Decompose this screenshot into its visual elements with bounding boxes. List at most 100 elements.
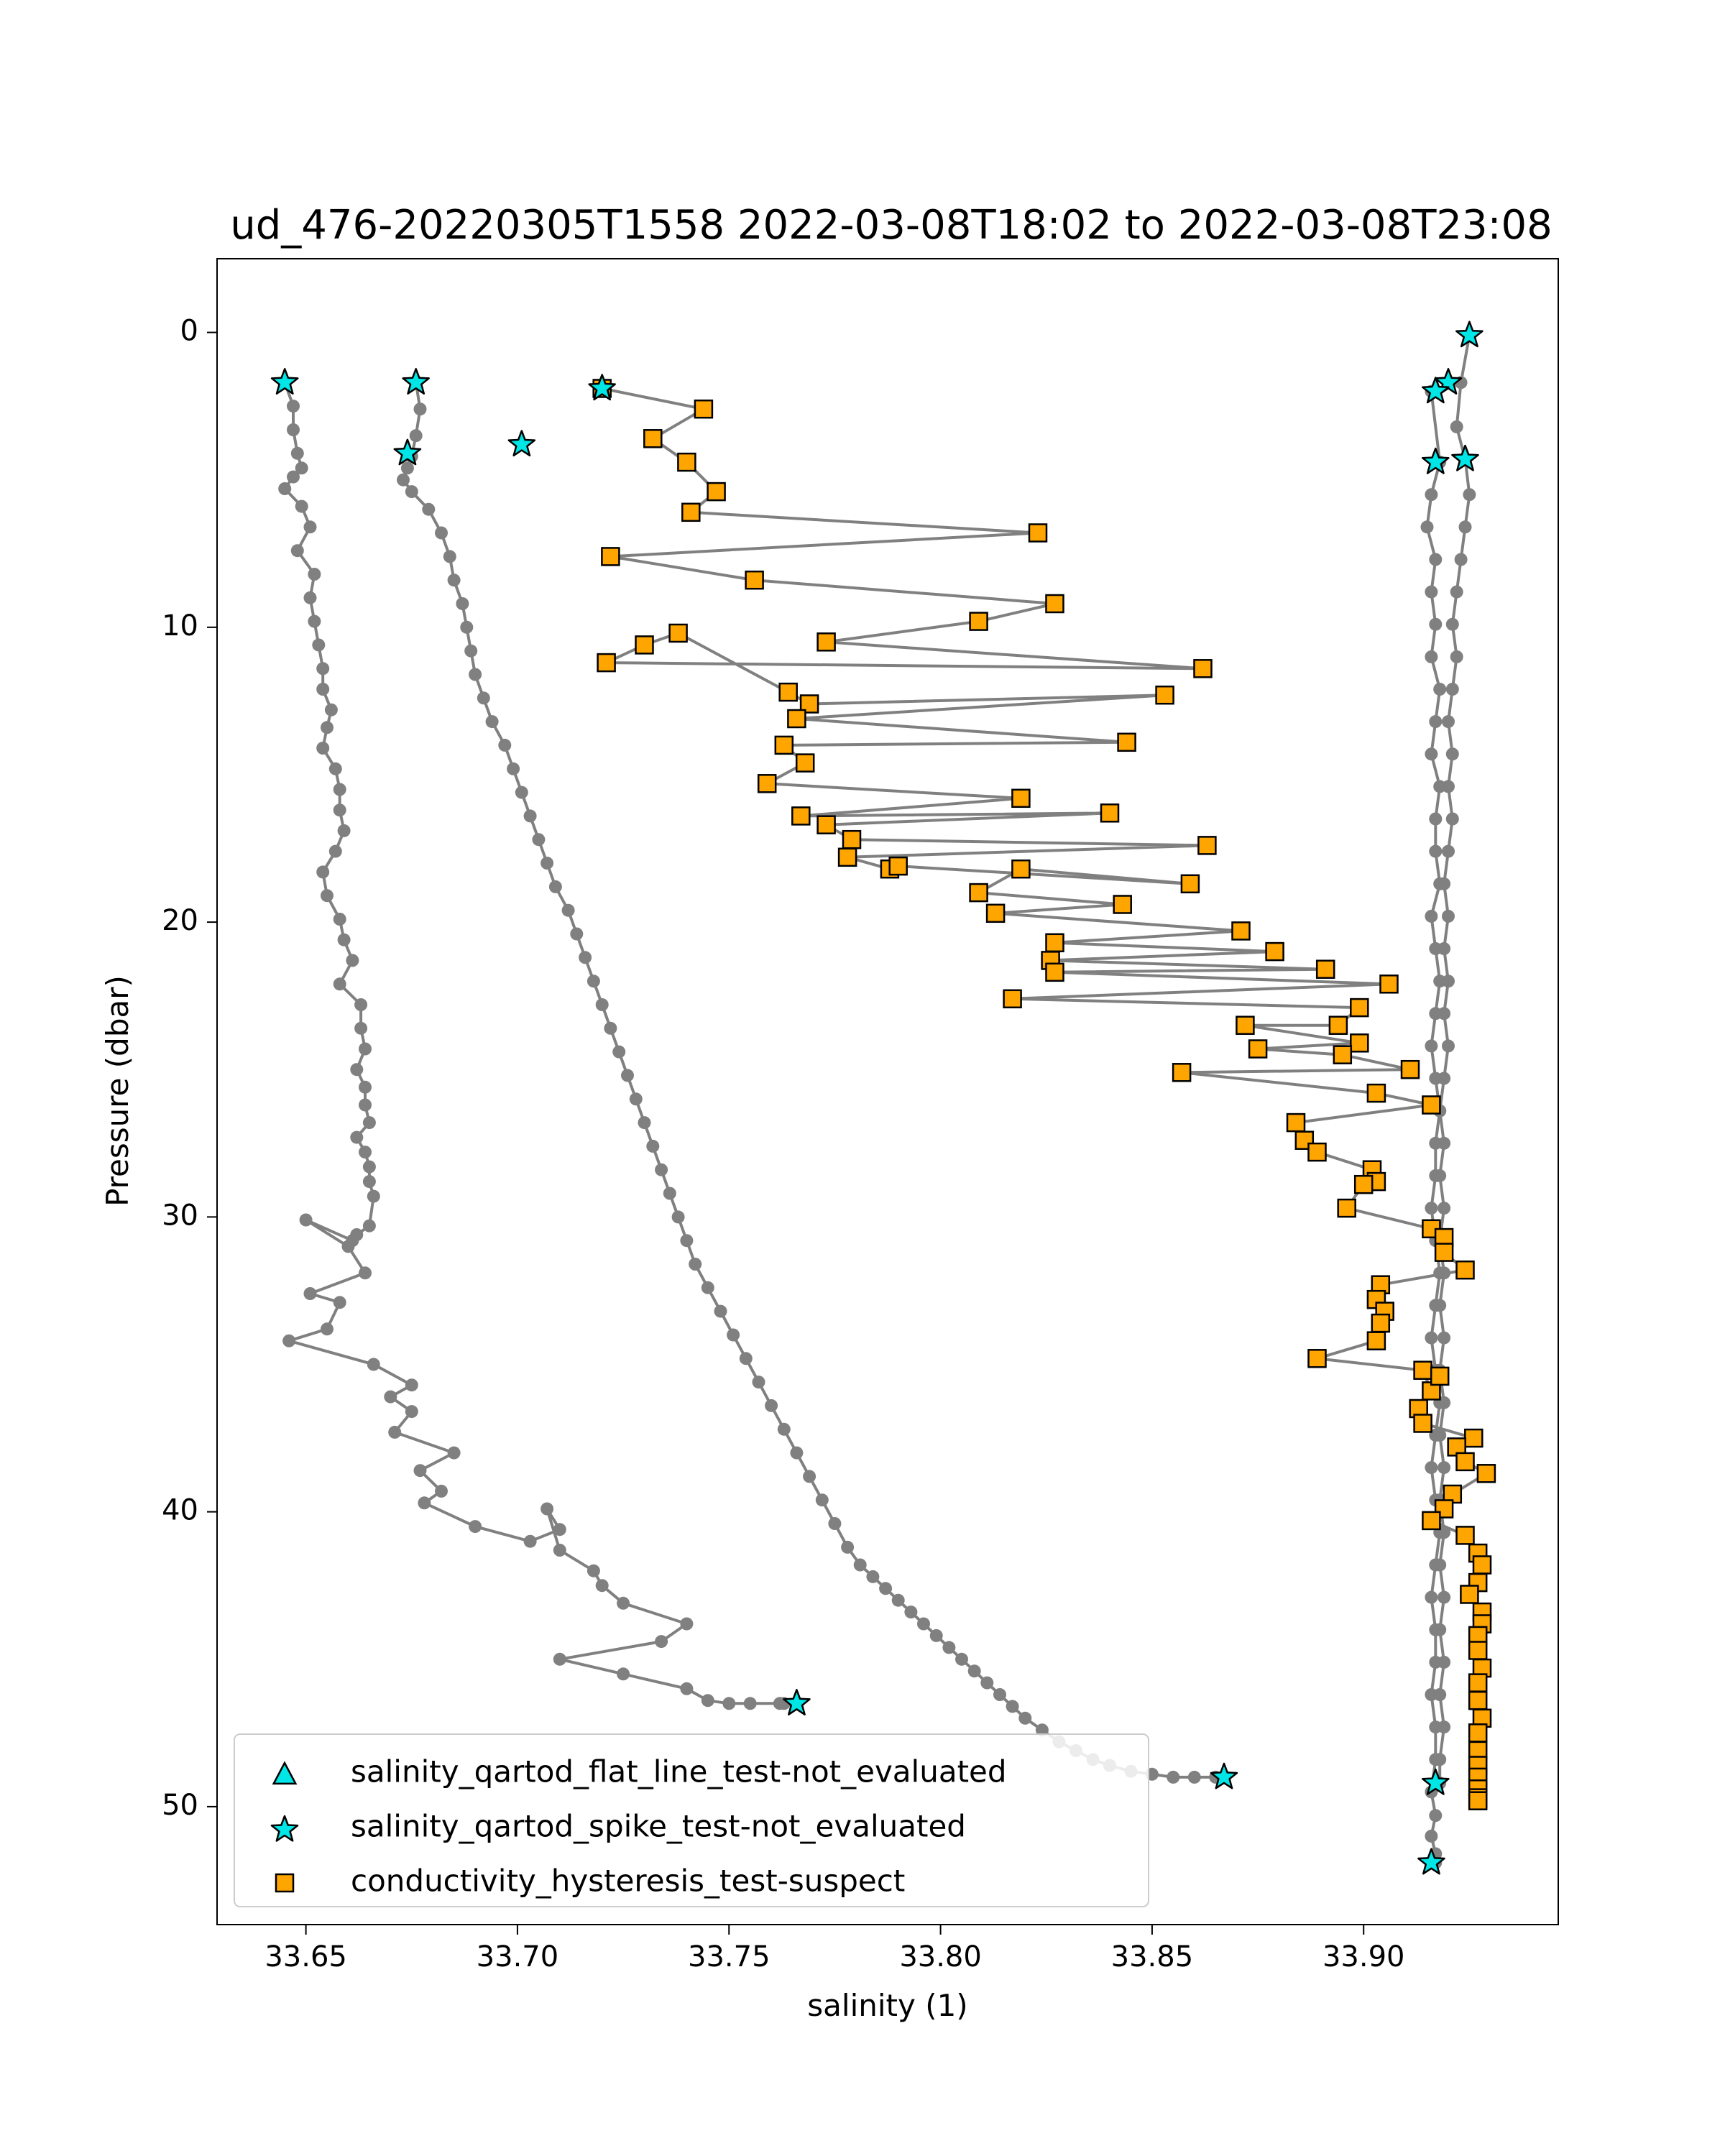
profile-point: [316, 742, 330, 755]
profile-point: [328, 762, 342, 775]
profile-point: [701, 1694, 714, 1708]
profile-point: [435, 1484, 448, 1498]
hysteresis-suspect-marker: [1460, 1585, 1479, 1604]
profile-point: [1425, 747, 1438, 761]
profile-point: [727, 1328, 740, 1342]
profile-point: [405, 1378, 418, 1392]
profile-point: [443, 550, 456, 563]
profile-point: [1463, 488, 1476, 502]
profile-point: [790, 1446, 804, 1460]
hysteresis-suspect-marker: [1455, 1452, 1475, 1472]
profile-point: [447, 573, 461, 587]
profile-point: [354, 1021, 368, 1035]
x-tick-label: 33.85: [1111, 1940, 1194, 1973]
profile-point: [321, 1322, 334, 1336]
hysteresis-suspect-marker: [1328, 1015, 1348, 1035]
profile-point: [282, 1334, 296, 1348]
hysteresis-suspect-marker: [969, 612, 988, 631]
profile-point: [447, 1446, 461, 1460]
hysteresis-suspect-marker: [1350, 1033, 1369, 1053]
profile-point: [553, 1523, 566, 1537]
profile-point: [469, 668, 482, 681]
profile-point: [955, 1652, 968, 1666]
profile-point: [333, 783, 346, 796]
profile-point: [515, 786, 528, 799]
spike-not-evaluated-marker: [1421, 447, 1450, 474]
hysteresis-suspect-marker: [1468, 1791, 1488, 1810]
profile-point: [553, 1652, 566, 1666]
hysteresis-suspect-marker: [985, 903, 1006, 923]
y-tick-label: 50: [162, 1789, 198, 1822]
legend-entry-flat-line: salinity_qartod_flat_line_test-not_evalu…: [351, 1754, 1007, 1789]
legend-square-symbol: [275, 1873, 295, 1893]
x-tick-label: 33.80: [899, 1940, 982, 1973]
profile-point: [1018, 1711, 1032, 1725]
profile-point: [498, 738, 512, 752]
x-tick-label: 33.75: [688, 1940, 770, 1973]
spike-not-evaluated-marker: [1455, 321, 1484, 348]
profile-point: [418, 1496, 431, 1510]
hysteresis-suspect-marker: [1307, 1349, 1327, 1368]
profile-point: [680, 1617, 694, 1631]
profile-point: [346, 954, 359, 967]
y-tick-label: 0: [180, 315, 198, 348]
profile-point: [866, 1570, 880, 1583]
hysteresis-suspect-marker: [1231, 921, 1251, 941]
profile-point: [359, 1098, 372, 1112]
x-tick-label: 33.65: [264, 1940, 347, 1973]
hysteresis-suspect-marker: [1315, 959, 1335, 979]
spike-not-evaluated-marker: [270, 368, 299, 395]
profile-point: [621, 1069, 634, 1082]
profile-point: [359, 1266, 372, 1280]
profile-point: [1429, 617, 1443, 631]
profile-point: [485, 715, 499, 729]
hysteresis-suspect-marker: [1422, 1511, 1441, 1531]
profile-point: [316, 662, 330, 676]
legend-triangle-symbol: [272, 1761, 298, 1785]
hysteresis-suspect-marker: [1422, 1095, 1441, 1115]
hysteresis-suspect-marker: [1117, 732, 1136, 752]
hysteresis-suspect-marker: [1413, 1414, 1432, 1433]
profile-point: [507, 762, 520, 775]
profile-point: [359, 1080, 372, 1094]
profile-point: [1438, 1007, 1451, 1021]
spike-not-evaluated-marker: [1210, 1762, 1238, 1789]
hysteresis-suspect-marker: [1028, 523, 1048, 543]
hysteresis-suspect-marker: [601, 547, 620, 566]
profile-point: [316, 865, 330, 879]
profile-point: [1425, 1331, 1438, 1345]
profile-point: [456, 597, 469, 610]
x-tick-label: 33.70: [477, 1940, 559, 1973]
profile-point: [523, 809, 537, 823]
profile-point: [1035, 1723, 1049, 1737]
profile-point: [617, 1596, 630, 1610]
profile-point: [1425, 650, 1438, 663]
profile-point: [1433, 683, 1447, 696]
profile-point: [1433, 1753, 1447, 1766]
legend-entry-spike: salinity_qartod_spike_test-not_evaluated: [351, 1809, 966, 1844]
profile-point: [586, 1564, 600, 1577]
profile-point: [321, 721, 334, 734]
profile-point: [362, 1219, 376, 1233]
profile-point: [303, 591, 317, 604]
profile-point: [1433, 1623, 1447, 1636]
profile-point: [722, 1697, 736, 1710]
hysteresis-suspect-marker: [1172, 1063, 1192, 1082]
legend-symbols: [270, 1761, 299, 1893]
hysteresis-suspect-marker: [1366, 1083, 1386, 1103]
profile-point: [316, 683, 330, 696]
profile-point: [617, 1667, 630, 1681]
profile-point: [942, 1641, 956, 1654]
profile-point: [400, 461, 414, 475]
hysteresis-suspect-marker: [774, 735, 794, 755]
profile-point: [739, 1352, 753, 1365]
profile-point: [1450, 585, 1463, 599]
profile-point: [1438, 877, 1451, 890]
hysteresis-suspect-marker: [1333, 1045, 1353, 1064]
profile-point: [1433, 1688, 1447, 1701]
legend-box: [234, 1733, 1149, 1907]
profile-point: [586, 975, 600, 988]
profile-point: [815, 1493, 829, 1507]
legend: salinity_qartod_flat_line_test-not_evalu…: [234, 1733, 1149, 1907]
profile-point: [570, 927, 584, 941]
